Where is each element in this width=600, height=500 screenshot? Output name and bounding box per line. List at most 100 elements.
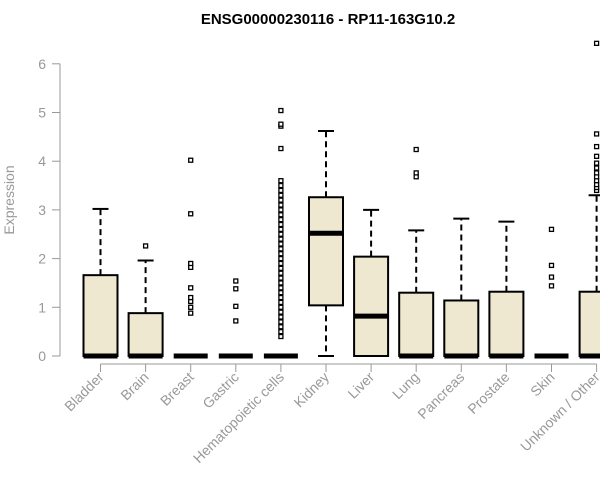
outlier-point	[278, 212, 284, 218]
chart-title: ENSG00000230116 - RP11-163G10.2	[201, 11, 455, 28]
box-iqr	[443, 299, 480, 357]
outlier-point	[278, 226, 284, 233]
y-axis: 0 1 2 3 4 5 6	[38, 56, 61, 364]
outlier-point	[413, 170, 419, 176]
outlier-point	[278, 236, 284, 242]
box-kidney	[308, 130, 344, 357]
outlier-point	[188, 310, 194, 316]
box-liver	[353, 208, 390, 358]
outlier-point	[278, 182, 284, 189]
outlier-point	[142, 243, 149, 249]
x-tick-label: Pancreas	[414, 369, 467, 422]
box-iqr	[353, 255, 390, 358]
x-tick-label: Breast	[157, 369, 197, 409]
outlier-point	[278, 294, 284, 301]
outlier-point	[593, 165, 600, 171]
outlier-point	[188, 304, 194, 310]
outlier-point	[548, 283, 555, 289]
box-iqr	[308, 196, 344, 307]
outlier-point	[593, 170, 600, 176]
box-iqr	[578, 290, 600, 357]
y-tick-label: 4	[38, 153, 46, 169]
outlier-point	[233, 278, 239, 284]
box-series	[82, 40, 600, 359]
outlier-point	[278, 246, 284, 252]
outlier-point	[278, 241, 284, 247]
box-breast	[173, 157, 208, 359]
outlier-point	[278, 207, 284, 213]
outlier-point	[593, 153, 600, 159]
box-unknown-other	[578, 40, 600, 359]
outlier-point	[278, 145, 284, 152]
outlier-point	[188, 211, 194, 217]
outlier-point	[278, 178, 284, 184]
outlier-point	[278, 275, 284, 281]
outlier-point	[233, 286, 239, 292]
box-brain	[127, 243, 164, 359]
x-tick-label: Lung	[389, 369, 422, 402]
outlier-point	[278, 319, 284, 325]
outlier-point	[548, 226, 555, 233]
outlier-point	[278, 202, 284, 208]
outlier-point	[278, 231, 284, 237]
outlier-point	[548, 262, 555, 269]
box-prostate	[488, 220, 525, 359]
outlier-point	[278, 192, 284, 198]
outlier-point	[278, 107, 284, 114]
x-tick-label: Skin	[527, 369, 558, 400]
outlier-point	[278, 265, 284, 271]
outlier-point	[593, 131, 600, 137]
box-skin	[534, 226, 569, 359]
outlier-point	[278, 197, 284, 203]
outlier-point	[188, 285, 194, 291]
outlier-point	[278, 255, 284, 262]
x-tick-label: Bladder	[61, 369, 107, 415]
box-iqr	[398, 291, 435, 358]
outlier-point	[278, 290, 284, 296]
outlier-point	[593, 40, 600, 46]
x-tick-label: Prostate	[464, 369, 512, 417]
box-gastric	[218, 278, 253, 359]
outlier-point	[278, 121, 284, 127]
outlier-point	[278, 251, 284, 257]
outlier-point	[593, 143, 600, 150]
outlier-point	[278, 299, 284, 306]
outlier-point	[278, 216, 284, 223]
x-tick-label: Gastric	[199, 369, 242, 412]
outlier-point	[278, 328, 284, 335]
outlier-point	[188, 260, 194, 267]
y-tick-label: 1	[38, 299, 46, 315]
box-iqr	[127, 312, 164, 358]
x-tick-label: Kidney	[291, 369, 333, 411]
y-tick-label: 2	[38, 251, 46, 267]
outlier-point	[413, 146, 419, 153]
box-bladder	[82, 207, 119, 359]
outlier-point	[278, 333, 284, 340]
outlier-point	[188, 157, 194, 163]
y-tick-label: 3	[38, 202, 46, 218]
x-tick-label: Liver	[344, 369, 377, 402]
x-tick-label: Brain	[117, 369, 151, 403]
outlier-point	[278, 187, 284, 194]
y-axis-label: Expression	[1, 165, 17, 234]
box-pancreas	[443, 217, 480, 359]
outlier-point	[278, 314, 284, 320]
y-tick-label: 5	[38, 105, 46, 121]
outlier-point	[548, 274, 555, 280]
outlier-point	[278, 309, 284, 315]
outlier-point	[233, 303, 239, 309]
outlier-point	[188, 294, 194, 301]
box-iqr	[488, 290, 525, 357]
box-iqr	[82, 274, 119, 357]
box-hematopoietic-cells	[263, 107, 298, 359]
box-lung	[398, 146, 435, 359]
y-tick-label: 0	[38, 348, 46, 364]
outlier-point	[278, 260, 284, 267]
outlier-point	[278, 324, 284, 330]
outlier-point	[278, 221, 284, 228]
outlier-point	[278, 270, 284, 276]
outlier-point	[278, 304, 284, 310]
outlier-point	[593, 160, 600, 166]
